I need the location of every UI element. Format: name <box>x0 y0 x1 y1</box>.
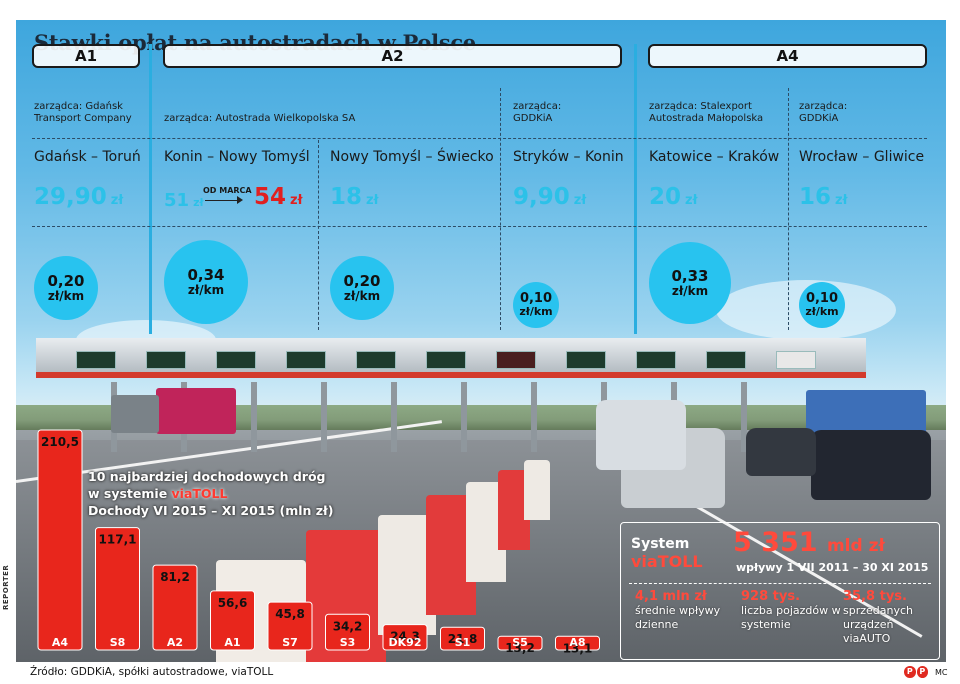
section-divider <box>788 88 789 330</box>
chart-title-line: Dochody VI 2015 – XI 2015 (mln zł) <box>88 503 334 518</box>
rate-unit: zł/km <box>343 288 381 303</box>
rate-nowy-tomysl-swiecko: 0,20 zł/km <box>330 256 394 320</box>
stat-value: 4,1 mln zł <box>635 589 707 604</box>
manager-katowice-krakow: zarządca: Stalexport Autostrada Małopols… <box>649 101 764 124</box>
rate-value: 0,20 <box>47 272 85 291</box>
rate-unit: zł/km <box>187 282 225 297</box>
price-konin-nowy-tomysl-old: 51 zł <box>164 190 204 211</box>
route-nowy-tomysl-swiecko: Nowy Tomyśl – Świecko <box>330 149 494 165</box>
total-unit: mld zł <box>826 536 885 556</box>
route-strykow-konin: Stryków – Konin <box>513 149 624 165</box>
author-initials: MC <box>935 668 948 677</box>
rate-value: 0,10 <box>519 290 553 306</box>
stat-value: 928 tys. <box>741 589 801 604</box>
highway-divider <box>149 44 152 334</box>
rate-unit: zł/km <box>671 283 709 298</box>
price-value: 51 <box>164 190 190 211</box>
rate-value: 0,33 <box>671 267 709 286</box>
chart-title: 10 najbardziej dochodowych dróg w system… <box>88 468 333 519</box>
price-value: 18 <box>330 184 363 210</box>
row-divider <box>32 138 927 139</box>
total-caption: wpływy 1 VII 2011 – 30 XI 2015 <box>736 561 929 574</box>
section-divider <box>318 140 319 330</box>
price-currency: zł <box>366 193 379 208</box>
system-brand: viaTOLL <box>631 552 703 571</box>
total-revenue: 5 351 mld zł <box>733 527 885 558</box>
rate-unit: zł/km <box>805 305 839 319</box>
price-value: 20 <box>649 184 682 210</box>
price-currency: zł <box>835 193 848 208</box>
highway-label-a2: A2 <box>163 44 622 68</box>
price-strykow-konin: 9,90 zł <box>513 184 586 210</box>
route-wroclaw-gliwice: Wrocław – Gliwice <box>799 149 925 165</box>
price-katowice-krakow: 20 zł <box>649 184 697 210</box>
stats-divider <box>629 583 931 584</box>
stat-daily-income: 4,1 mln zł średnie wpływy dzienne <box>635 589 735 632</box>
rate-wroclaw-gliwice: 0,10 zł/km <box>799 282 845 328</box>
rate-value: 0,34 <box>187 266 225 285</box>
highway-label-a1: A1 <box>32 44 140 68</box>
stat-label: średnie wpływy dzienne <box>635 604 721 631</box>
route-konin-nowy-tomysl: Konin – Nowy Tomyśl <box>164 149 310 165</box>
manager-strykow-konin: zarządca: GDDKiA <box>513 101 562 124</box>
price-currency: zł <box>193 196 204 209</box>
chart-title-brand: viaTOLL <box>171 486 228 501</box>
system-label: System <box>631 536 690 552</box>
price-gdansk-torun: 29,90 zł <box>34 184 123 210</box>
stat-value: 35,8 tys. <box>843 589 907 604</box>
row-divider <box>32 226 927 227</box>
system-label-block: System viaTOLL <box>631 535 703 571</box>
rate-unit: zł/km <box>47 288 85 303</box>
manager-wroclaw-gliwice: zarządca: GDDKiA <box>799 101 848 124</box>
chart-title-line: w systemie viaTOLL <box>88 485 333 502</box>
viatoll-stats-box: System viaTOLL 5 351 mld zł wpływy 1 VII… <box>620 522 940 660</box>
price-value: 9,90 <box>513 184 570 210</box>
section-divider <box>500 88 501 330</box>
rate-value: 0,10 <box>805 290 839 306</box>
price-currency: zł <box>685 193 698 208</box>
rate-katowice-krakow: 0,33 zł/km <box>649 242 731 324</box>
total-value: 5 351 <box>733 527 818 558</box>
price-nowy-tomysl-swiecko: 18 zł <box>330 184 378 210</box>
route-gdansk-torun: Gdańsk – Toruń <box>34 149 141 165</box>
chart-title-text: w systemie <box>88 486 168 501</box>
rate-strykow-konin: 0,10 zł/km <box>513 282 559 328</box>
price-value: 16 <box>799 184 832 210</box>
rate-value: 0,20 <box>343 272 381 291</box>
manager-konin-nowy-tomysl: zarządca: Autostrada Wielkopolska SA <box>164 113 356 124</box>
rate-konin-nowy-tomysl: 0,34 zł/km <box>164 240 248 324</box>
stat-devices: 35,8 tys. sprzedanych urządzeń viaAUTO <box>843 589 943 646</box>
price-currency: zł <box>290 193 303 208</box>
chart-title-line: 10 najbardziej dochodowych dróg <box>88 469 326 484</box>
source-note: Źródło: GDDKiA, spółki autostradowe, via… <box>30 666 274 678</box>
stat-label: sprzedanych urządzeń viaAUTO <box>843 604 914 645</box>
photo-credit: REPORTER <box>2 564 10 610</box>
toll-canopy <box>36 338 866 378</box>
price-change-label: OD MARCA <box>203 186 252 195</box>
price-konin-nowy-tomysl-new: 54 zł <box>254 184 302 210</box>
manager-gdansk-torun: zarządca: Gdańsk Transport Company <box>34 101 132 124</box>
arrow-right-icon <box>205 196 243 204</box>
rate-gdansk-torun: 0,20 zł/km <box>34 256 98 320</box>
price-wroclaw-gliwice: 16 zł <box>799 184 847 210</box>
route-katowice-krakow: Katowice – Kraków <box>649 149 780 165</box>
highway-label-a4: A4 <box>648 44 927 68</box>
price-value: 29,90 <box>34 184 107 210</box>
price-currency: zł <box>573 193 587 208</box>
price-value: 54 <box>254 184 287 210</box>
price-currency: zł <box>110 193 124 208</box>
highway-divider <box>634 44 637 334</box>
rate-unit: zł/km <box>519 305 553 319</box>
stat-vehicles: 928 tys. liczba pojazdów w systemie <box>741 589 841 632</box>
stat-label: liczba pojazdów w systemie <box>741 604 841 631</box>
